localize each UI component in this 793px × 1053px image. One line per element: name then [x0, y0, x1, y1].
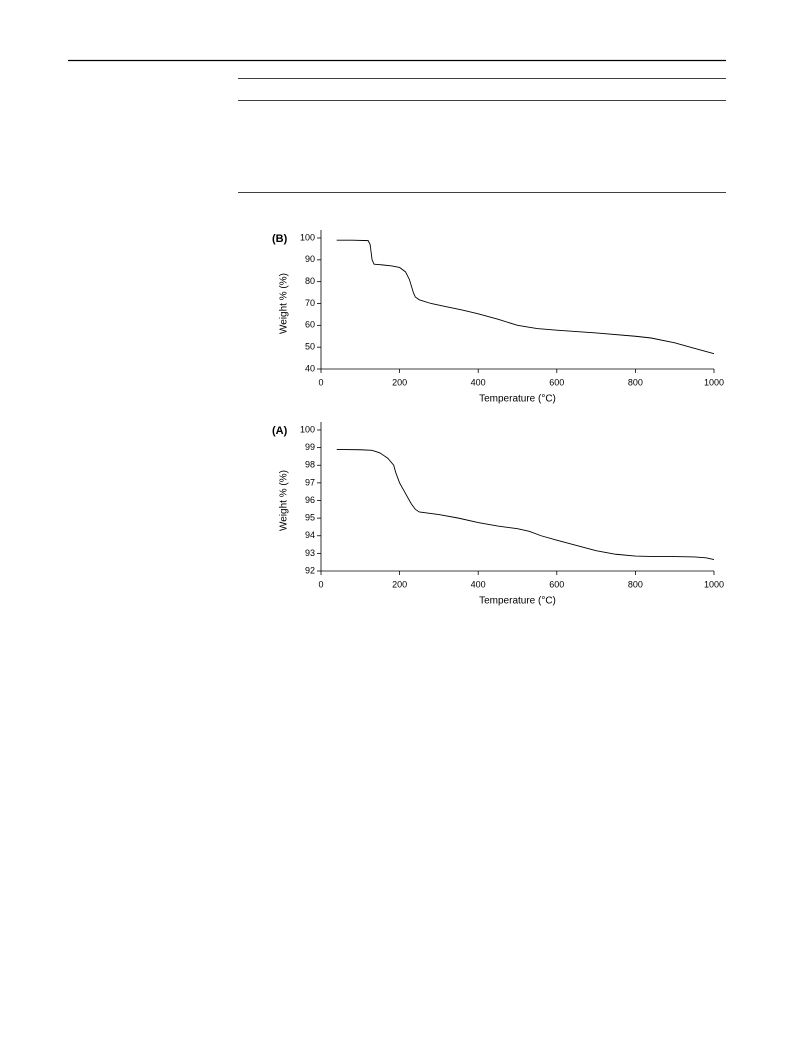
x-tick-label: 1000 — [704, 377, 724, 387]
data-line — [336, 239, 715, 355]
y-tick-label: 92 — [305, 565, 315, 575]
x-tick-label: 1000 — [704, 579, 724, 589]
x-tick-label: 200 — [392, 579, 407, 589]
y-tick-label: 94 — [305, 530, 315, 540]
y-tick-label: 96 — [305, 495, 315, 505]
x-tick-label: 800 — [628, 579, 643, 589]
y-tick-label: 95 — [305, 513, 315, 523]
y-tick-label: 40 — [305, 363, 315, 373]
y-tick-label: 98 — [305, 460, 315, 470]
y-tick-label: 99 — [305, 442, 315, 452]
y-tick-label: 60 — [305, 320, 315, 330]
y-axis-title: Weight % (%) — [279, 273, 290, 334]
y-tick-label: 100 — [300, 424, 315, 434]
x-tick-label: 0 — [318, 377, 323, 387]
x-tick-label: 400 — [471, 377, 486, 387]
x-tick-label: 800 — [628, 377, 643, 387]
x-tick-label: 400 — [471, 579, 486, 589]
x-tick-label: 200 — [392, 377, 407, 387]
y-tick-label: 70 — [305, 298, 315, 308]
panel-label: (B) — [272, 233, 288, 245]
x-axis-title: Temperature (°C) — [479, 394, 556, 405]
y-tick-label: 100 — [300, 232, 315, 242]
x-axis-title: Temperature (°C) — [479, 596, 556, 607]
y-tick-label: 80 — [305, 276, 315, 286]
data-line — [336, 448, 715, 560]
y-axis-title: Weight % (%) — [279, 470, 290, 531]
y-tick-label: 97 — [305, 477, 315, 487]
y-tick-label: 90 — [305, 254, 315, 264]
y-tick-label: 93 — [305, 548, 315, 558]
panel-label: (A) — [272, 425, 288, 437]
x-tick-label: 600 — [549, 579, 564, 589]
y-tick-label: 50 — [305, 342, 315, 352]
x-tick-label: 0 — [318, 579, 323, 589]
x-tick-label: 600 — [549, 377, 564, 387]
